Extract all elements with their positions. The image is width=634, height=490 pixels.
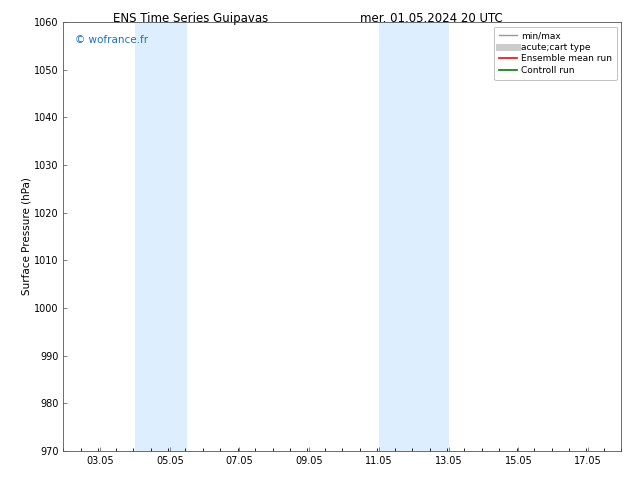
Bar	[379, 22, 449, 451]
Text: ENS Time Series Guipavas: ENS Time Series Guipavas	[113, 12, 268, 25]
Y-axis label: Surface Pressure (hPa): Surface Pressure (hPa)	[21, 177, 31, 295]
Bar	[135, 22, 187, 451]
Text: mer. 01.05.2024 20 UTC: mer. 01.05.2024 20 UTC	[359, 12, 503, 25]
Text: © wofrance.fr: © wofrance.fr	[75, 35, 148, 45]
Legend: min/max, acute;cart type, Ensemble mean run, Controll run: min/max, acute;cart type, Ensemble mean …	[495, 26, 617, 80]
